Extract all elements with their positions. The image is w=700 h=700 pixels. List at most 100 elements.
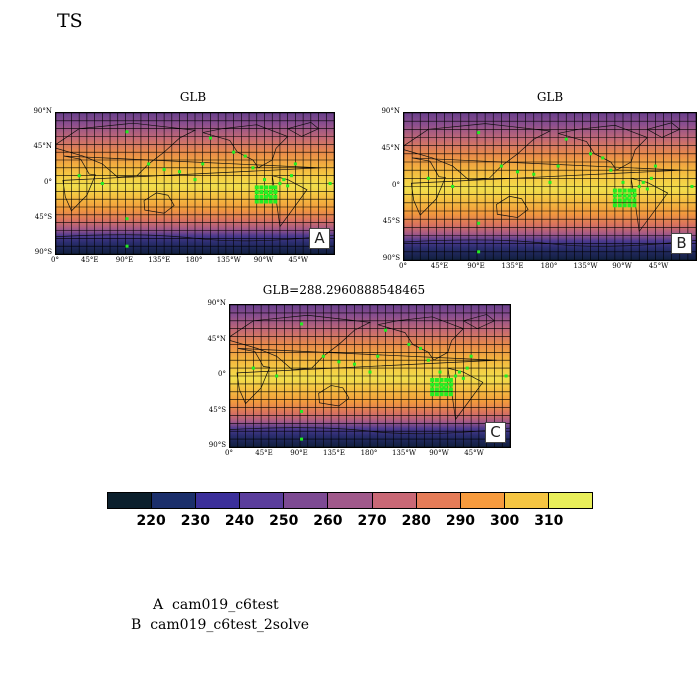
- station-marker: [426, 358, 430, 362]
- legend-entry-b: B cam019_c6test_2solve: [131, 617, 309, 633]
- colorbar-swatch: [284, 493, 329, 508]
- legend-tag-a: A: [153, 597, 164, 613]
- station-marker: [273, 194, 278, 199]
- map-panel-a: [55, 112, 335, 255]
- colorbar-tick-label: 240: [224, 513, 255, 529]
- latitude-label: 90°S: [208, 441, 226, 449]
- station-marker: [444, 387, 449, 392]
- station-marker: [125, 244, 129, 248]
- station-marker: [300, 437, 304, 441]
- station-marker: [243, 154, 247, 158]
- station-marker: [426, 176, 430, 180]
- panel-c-title: GLB=288.2960888548465: [262, 283, 426, 297]
- map-panel-c: [229, 304, 511, 448]
- longitude-label: 135°E: [148, 256, 171, 264]
- station-marker: [273, 199, 278, 204]
- continent-outline: [236, 348, 497, 405]
- station-marker: [690, 185, 694, 188]
- station-marker: [430, 377, 435, 382]
- longitude-label: 90°E: [467, 262, 485, 270]
- latitude-label: 45°N: [33, 142, 52, 151]
- latitude-label: 45°N: [207, 334, 226, 343]
- station-marker: [286, 184, 290, 188]
- latitude-label: 45°S: [34, 212, 52, 221]
- station-marker: [259, 190, 264, 195]
- longitude-label: 45°E: [255, 449, 273, 457]
- colorbar-tick-label: 290: [445, 513, 476, 529]
- station-marker: [328, 182, 332, 185]
- map-panel-b: [403, 112, 697, 261]
- station-marker: [641, 180, 645, 184]
- station-marker: [263, 178, 266, 182]
- station-marker: [147, 162, 151, 166]
- latitude-label: 45°S: [208, 405, 226, 414]
- station-marker: [448, 382, 453, 387]
- station-marker: [254, 194, 259, 199]
- station-marker: [621, 180, 625, 184]
- station-marker: [300, 410, 304, 413]
- station-marker: [632, 188, 637, 193]
- station-marker: [419, 346, 423, 350]
- station-marker: [125, 217, 129, 221]
- station-marker: [589, 152, 593, 156]
- longitude-label: 0°: [399, 262, 407, 270]
- station-marker: [254, 190, 259, 195]
- colorbar: [107, 492, 593, 509]
- colorbar-tick-label: 300: [490, 513, 520, 529]
- colorbar-swatch: [240, 493, 285, 508]
- station-marker: [454, 374, 458, 378]
- station-marker: [622, 188, 627, 193]
- station-marker: [632, 198, 637, 203]
- latitude-label: 90°N: [381, 107, 400, 115]
- station-marker: [259, 185, 264, 190]
- station-marker: [645, 187, 649, 191]
- latitude-label: 90°S: [34, 248, 52, 256]
- latitude-label: 45°S: [382, 217, 400, 226]
- legend-name-a: cam019_c6test: [172, 597, 279, 613]
- station-marker: [178, 170, 182, 174]
- station-marker: [278, 182, 282, 185]
- station-marker: [548, 180, 552, 184]
- station-marker: [208, 136, 212, 140]
- station-marker: [499, 164, 503, 168]
- station-marker: [430, 392, 435, 397]
- station-marker: [282, 178, 286, 182]
- station-marker: [627, 188, 632, 193]
- longitude-label: 0°: [51, 256, 59, 264]
- station-marker: [264, 199, 269, 204]
- station-marker: [627, 198, 632, 203]
- station-marker: [556, 164, 560, 168]
- longitude-label: 135°W: [216, 256, 241, 264]
- station-marker: [653, 164, 657, 168]
- longitude-label: 90°W: [253, 256, 274, 264]
- longitude-label: 0°: [225, 449, 233, 457]
- station-marker: [451, 185, 455, 188]
- station-marker: [100, 182, 104, 185]
- colorbar-tick-label: 230: [180, 513, 210, 529]
- station-marker: [444, 392, 449, 397]
- longitude-label: 45°E: [80, 256, 99, 264]
- station-marker: [266, 193, 270, 197]
- station-marker: [532, 172, 536, 176]
- longitude-label: 135°W: [391, 449, 417, 457]
- latitude-label: 0°: [218, 370, 226, 378]
- colorbar-tick-label: 220: [136, 513, 166, 529]
- station-marker: [268, 194, 273, 199]
- colorbar-tick-label: 270: [357, 513, 387, 529]
- station-marker: [251, 366, 255, 370]
- station-marker: [444, 382, 449, 387]
- station-marker: [439, 387, 444, 392]
- station-marker: [477, 250, 481, 254]
- longitude-label: 45°W: [464, 449, 484, 457]
- station-marker: [434, 382, 439, 387]
- station-marker: [273, 185, 278, 190]
- station-marker: [617, 188, 622, 193]
- latitude-label: 45°N: [381, 143, 400, 152]
- station-marker: [430, 382, 435, 387]
- colorbar-swatch: [108, 493, 153, 508]
- station-marker: [264, 194, 269, 199]
- station-marker: [442, 386, 446, 390]
- station-marker: [457, 370, 461, 374]
- station-marker: [632, 193, 637, 198]
- latitude-label: 90°N: [33, 107, 52, 115]
